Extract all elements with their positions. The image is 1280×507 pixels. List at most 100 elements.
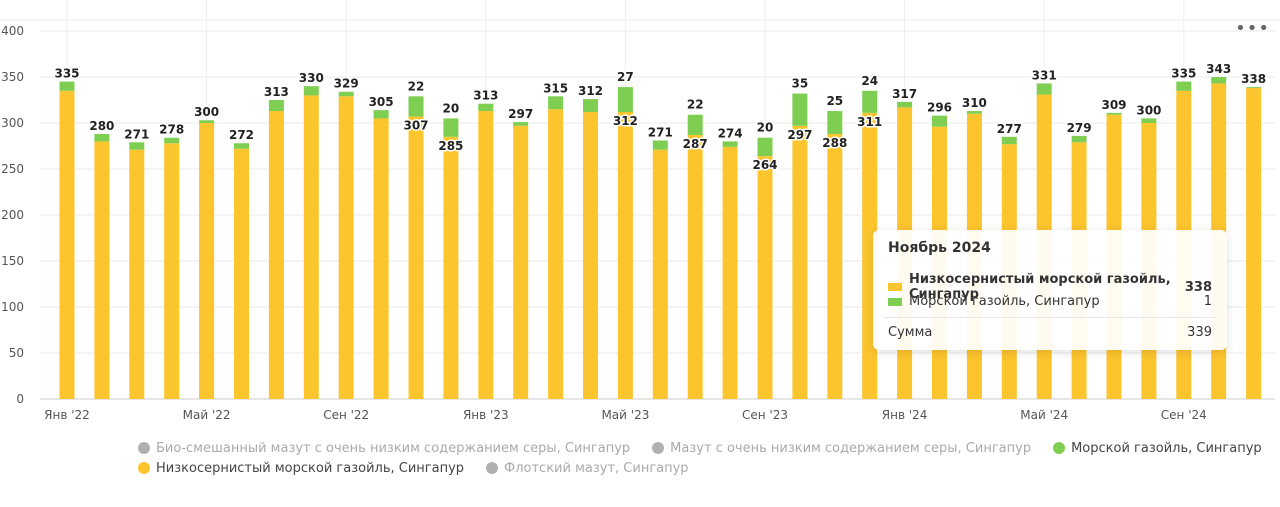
bar-mgo[interactable] <box>164 137 180 144</box>
legend-label: Био-смешанный мазут с очень низким содер… <box>156 440 631 456</box>
bar-lsmgo[interactable] <box>94 141 110 399</box>
legend-item-lsmgo[interactable]: Низкосернистый морской газойль, Сингапур <box>138 461 464 476</box>
data-label-mgo-halo: 20 <box>443 101 460 115</box>
data-label-lsmgo-halo: 271 <box>124 127 149 141</box>
data-label-lsmgo-halo: 300 <box>1136 103 1161 117</box>
bar-mgo[interactable] <box>897 101 913 108</box>
bar-mgo[interactable] <box>1036 83 1052 95</box>
bar-lsmgo[interactable] <box>164 143 180 399</box>
data-label-lsmgo: 335 <box>54 67 79 81</box>
bar-mgo[interactable] <box>966 111 982 114</box>
chart-tooltip: Ноябрь 2024 Низкосернистый морской газой… <box>873 230 1227 350</box>
tooltip-total-label: Сумма <box>888 325 933 340</box>
bar-mgo[interactable] <box>408 96 424 117</box>
bar-mgo[interactable] <box>827 111 843 135</box>
bar-mgo[interactable] <box>1176 81 1192 91</box>
x-tick-label: Янв '24 <box>882 408 928 422</box>
bar-lsmgo[interactable] <box>59 90 75 400</box>
bar-mgo[interactable] <box>478 103 494 112</box>
bar-lsmgo[interactable] <box>1246 88 1262 399</box>
bar-mgo[interactable] <box>687 114 703 135</box>
bar-mgo[interactable] <box>234 143 249 149</box>
bar-mgo[interactable] <box>268 100 284 112</box>
tooltip-row-mgo: Морской газойль, Сингапур 1 <box>888 294 1212 309</box>
data-label-lsmgo-halo: 285 <box>438 139 463 153</box>
bar-mgo[interactable] <box>59 81 75 91</box>
data-label-lsmgo-halo: 277 <box>997 122 1022 136</box>
data-label-lsmgo: 285 <box>438 139 463 153</box>
bar-mgo[interactable] <box>1071 135 1087 143</box>
y-tick-label: 150 <box>1 254 24 268</box>
data-label-lsmgo: 311 <box>857 115 882 129</box>
data-label-lsmgo-halo: 297 <box>787 128 812 142</box>
data-label-lsmgo: 296 <box>927 101 952 115</box>
legend-item-vlsfo[interactable]: Мазут с очень низким содержанием серы, С… <box>652 441 1031 456</box>
bar-lsmgo[interactable] <box>129 149 145 399</box>
data-label-lsmgo-halo: 335 <box>54 67 79 81</box>
legend-item-ifo[interactable]: Флотский мазут, Сингапур <box>486 461 689 476</box>
bar-mgo[interactable] <box>373 110 389 119</box>
bar-mgo[interactable] <box>757 137 773 157</box>
bar-mgo[interactable] <box>932 115 947 127</box>
bar-mgo[interactable] <box>513 122 529 126</box>
data-label-lsmgo-halo: 296 <box>927 101 952 115</box>
bar-lsmgo[interactable] <box>652 149 668 399</box>
data-label-lsmgo: 274 <box>718 126 743 140</box>
chart-menu-icon[interactable]: ••• <box>1235 18 1270 39</box>
bar-mgo[interactable] <box>443 118 459 137</box>
bar-lsmgo[interactable] <box>338 96 354 399</box>
bar-lsmgo[interactable] <box>617 111 633 400</box>
bar-lsmgo[interactable] <box>583 111 598 400</box>
bar-mgo[interactable] <box>199 120 215 123</box>
data-label-lsmgo: 279 <box>1067 121 1092 135</box>
bar-mgo[interactable] <box>1106 112 1122 115</box>
bar-lsmgo[interactable] <box>792 125 808 399</box>
y-tick-label: 100 <box>1 300 24 314</box>
bar-lsmgo[interactable] <box>513 125 529 399</box>
legend-item-bio-vlsfo[interactable]: Био-смешанный мазут с очень низким содер… <box>138 441 630 456</box>
bar-mgo[interactable] <box>722 141 738 147</box>
bar-lsmgo[interactable] <box>373 118 389 400</box>
bar-mgo[interactable] <box>1211 77 1227 84</box>
bar-mgo[interactable] <box>129 142 145 150</box>
bar-lsmgo[interactable] <box>722 146 738 399</box>
legend-dot-icon <box>138 462 150 474</box>
bar-mgo[interactable] <box>548 96 564 110</box>
bar-lsmgo[interactable] <box>408 116 424 399</box>
bar-mgo[interactable] <box>652 140 668 150</box>
bar-mgo[interactable] <box>303 86 319 96</box>
tooltip-series-value: 1 <box>1203 294 1212 309</box>
legend-dot-icon <box>1053 442 1066 454</box>
data-label-lsmgo-halo: 313 <box>264 85 289 99</box>
data-label-lsmgo: 307 <box>403 119 428 133</box>
bar-lsmgo[interactable] <box>199 123 215 399</box>
bar-mgo[interactable] <box>617 87 633 112</box>
bar-mgo[interactable] <box>862 90 878 113</box>
data-label-lsmgo: 297 <box>508 107 533 121</box>
bar-lsmgo[interactable] <box>268 111 284 399</box>
bar-mgo[interactable] <box>583 99 598 112</box>
bar-mgo[interactable] <box>338 91 354 97</box>
y-tick-label: 0 <box>16 392 24 406</box>
tooltip-swatch-icon <box>888 283 902 291</box>
bar-lsmgo[interactable] <box>234 148 249 399</box>
bar-lsmgo[interactable] <box>687 134 703 399</box>
bar-mgo[interactable] <box>1001 136 1017 145</box>
data-label-lsmgo-halo: 338 <box>1241 72 1266 86</box>
tooltip-series-value: 338 <box>1184 279 1212 295</box>
bar-lsmgo[interactable] <box>443 136 459 400</box>
y-tick-label: 300 <box>1 116 24 130</box>
bar-lsmgo[interactable] <box>303 95 319 400</box>
bar-mgo[interactable] <box>94 134 110 142</box>
bar-mgo[interactable] <box>1141 118 1157 123</box>
bar-lsmgo[interactable] <box>757 156 773 399</box>
bar-mgo[interactable] <box>1246 87 1262 89</box>
bar-mgo[interactable] <box>792 93 808 126</box>
x-tick-label: Сен '23 <box>742 408 788 422</box>
bar-lsmgo[interactable] <box>548 109 564 399</box>
bar-lsmgo[interactable] <box>478 111 494 399</box>
bar-lsmgo[interactable] <box>827 134 843 400</box>
data-label-lsmgo-halo: 313 <box>473 89 498 103</box>
legend-item-mgo[interactable]: Морской газойль, Сингапур <box>1053 441 1262 456</box>
x-tick-label: Янв '23 <box>463 408 509 422</box>
